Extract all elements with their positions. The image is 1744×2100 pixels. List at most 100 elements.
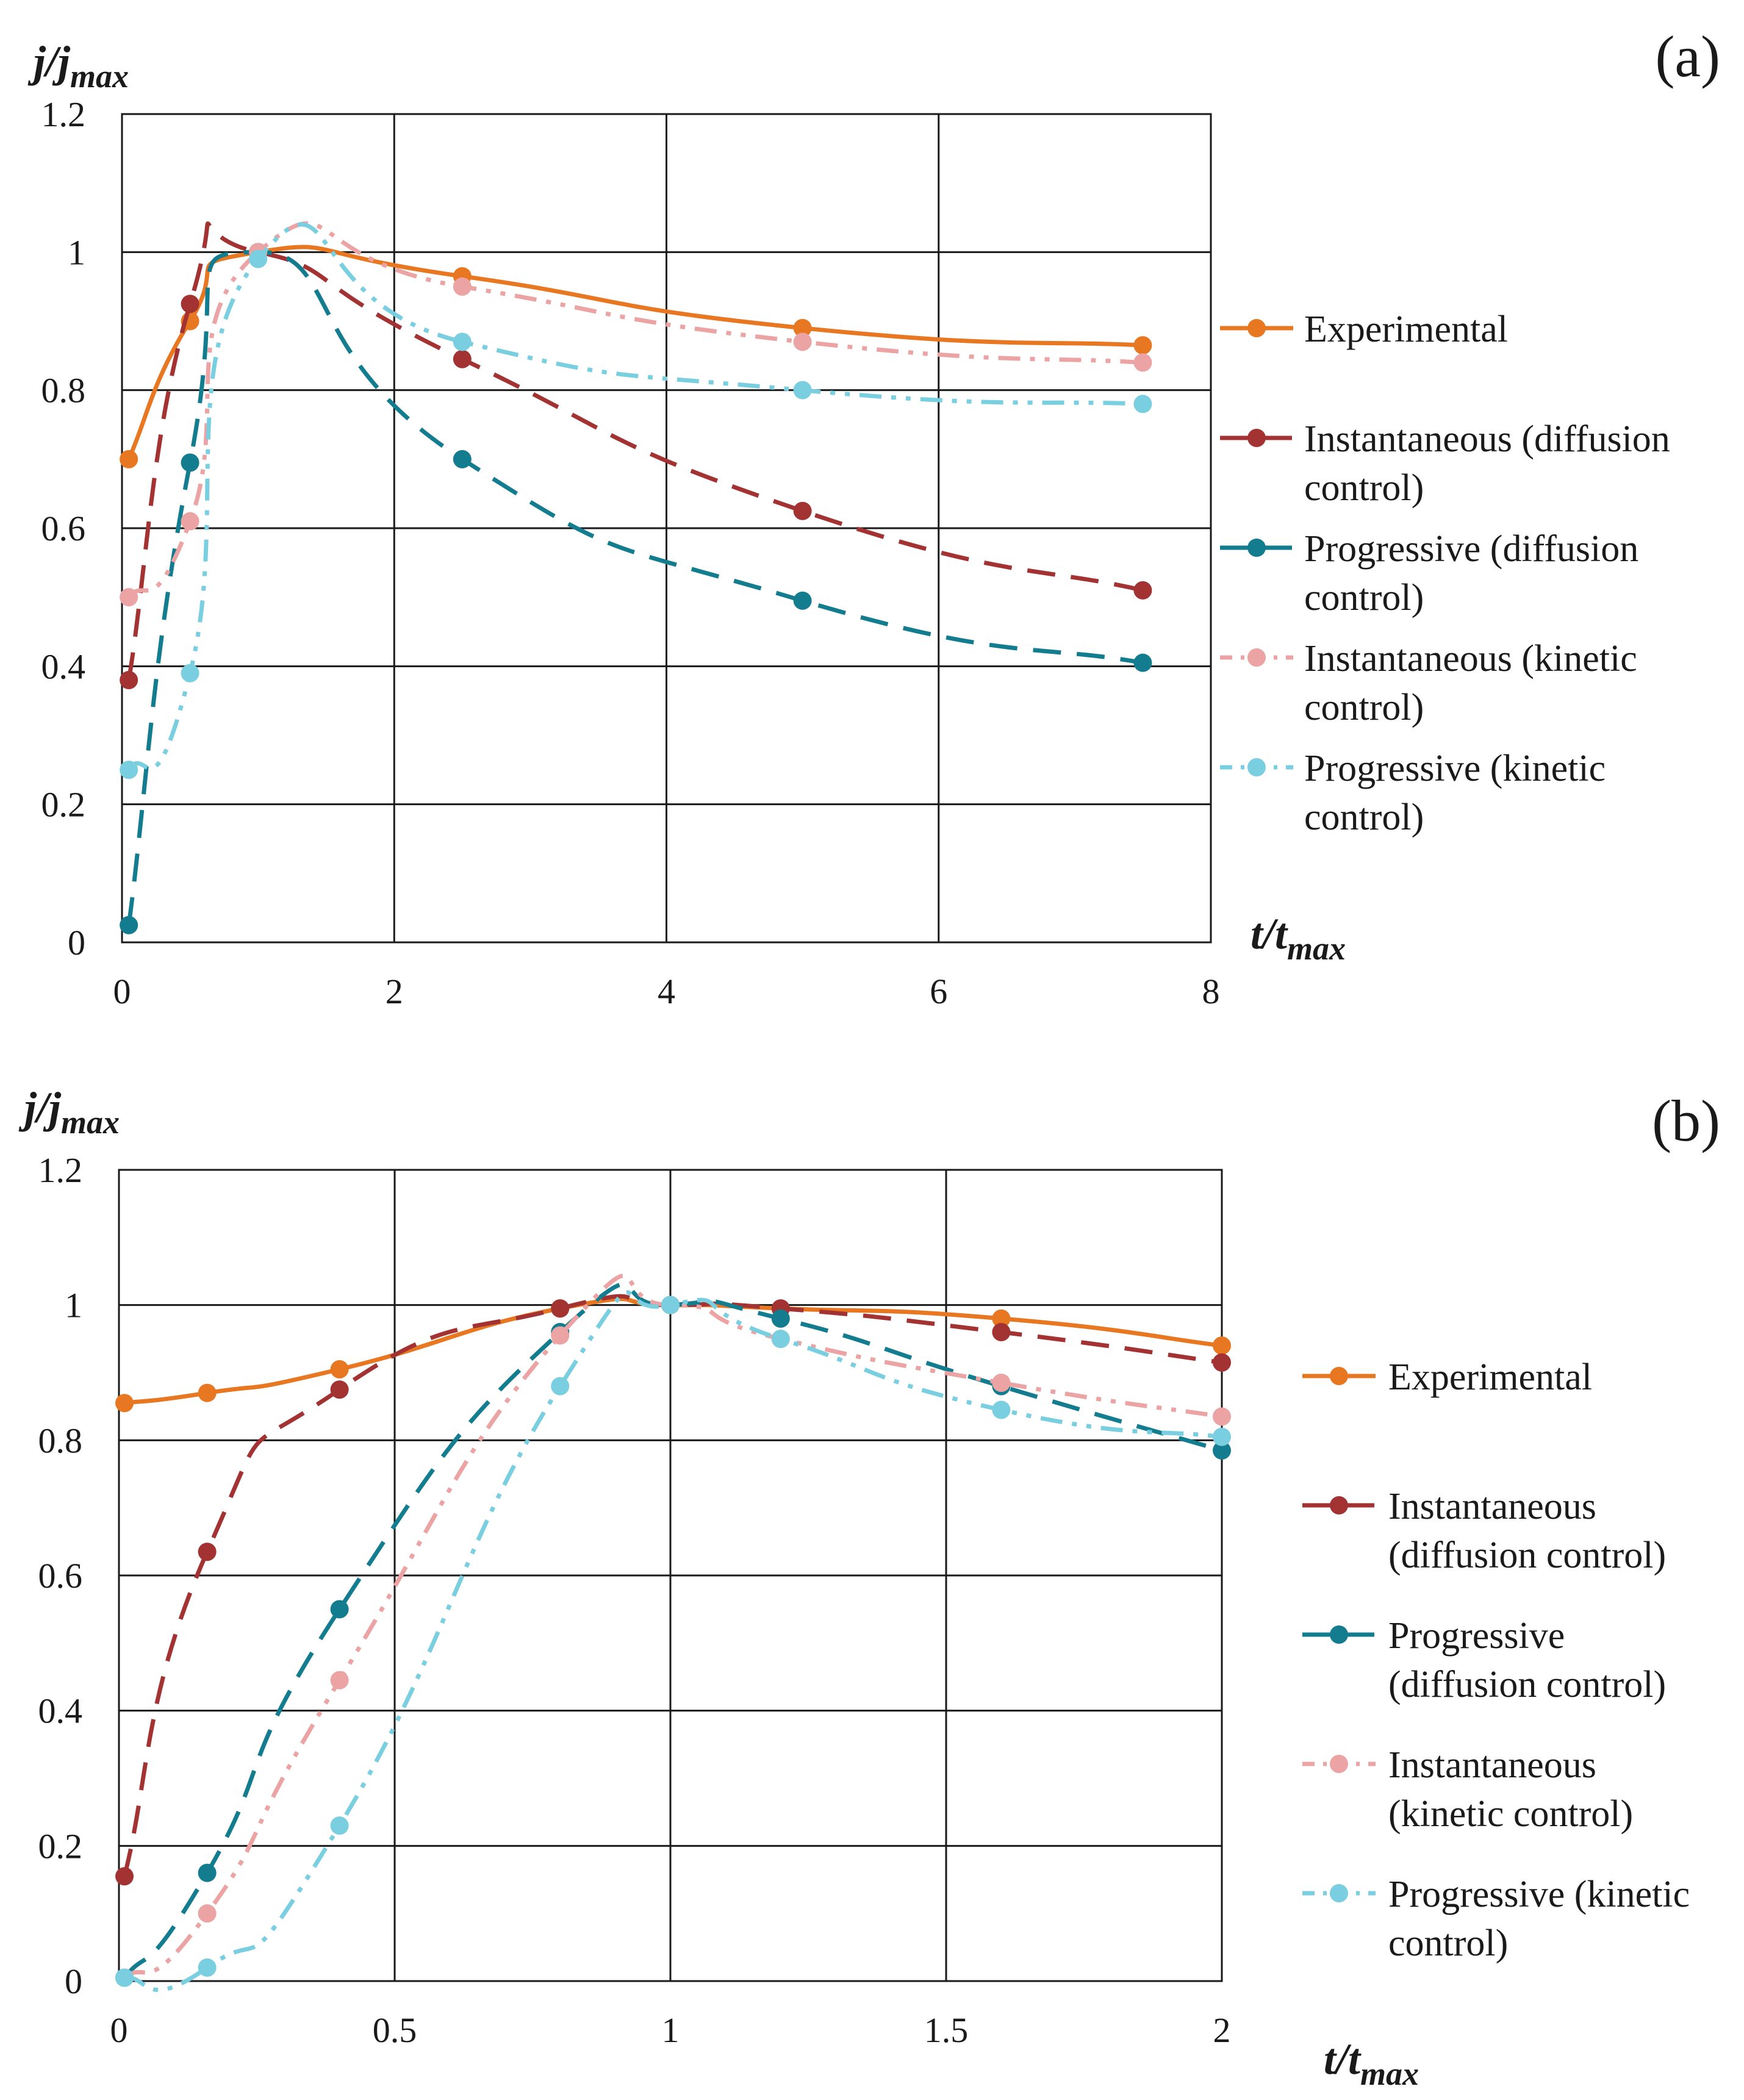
data-point [198, 1383, 217, 1402]
legend-label: Experimental [1388, 1356, 1592, 1398]
legend-label: Instantaneous [1388, 1744, 1596, 1786]
legend-swatch-marker [1247, 539, 1266, 557]
data-point [771, 1309, 790, 1328]
y-tick-label: 0 [68, 923, 85, 962]
y-tick-label: 0 [65, 1962, 82, 2001]
y-axis-title-subscript: max [70, 58, 129, 95]
y-tick-label: 0.4 [38, 1691, 83, 1731]
x-tick-label: 6 [930, 972, 947, 1011]
series-line [126, 221, 1144, 681]
y-tick-label: 1.2 [41, 95, 86, 134]
data-point [115, 1394, 134, 1413]
data-point [330, 1380, 349, 1399]
legend-label: Progressive (diffusion [1304, 528, 1638, 570]
data-point [1133, 395, 1152, 414]
data-point [1133, 581, 1152, 600]
legend-swatch-marker [1330, 1625, 1348, 1644]
series-line [126, 249, 1144, 926]
data-point [453, 349, 472, 368]
data-point [551, 1299, 570, 1318]
series-line [124, 1290, 1222, 1993]
legend-swatch-marker [1247, 758, 1266, 776]
data-point [1133, 653, 1152, 672]
data-point [771, 1330, 790, 1349]
data-point [793, 381, 812, 400]
y-tick-label: 0.2 [38, 1826, 83, 1866]
panel-label: (b) [1652, 1088, 1720, 1153]
data-point [181, 512, 199, 531]
data-point [198, 1958, 217, 1977]
legend-label: (diffusion control) [1388, 1664, 1666, 1705]
x-axis-title: t/tmax [1324, 2035, 1419, 2092]
legend-swatch-marker [1247, 648, 1266, 667]
data-point [1133, 353, 1152, 372]
data-point [992, 1400, 1011, 1419]
y-axis-title: j/jmax [18, 1083, 120, 1141]
y-tick-label: 1 [65, 1286, 82, 1325]
data-point [793, 332, 812, 351]
x-tick-label: 4 [658, 972, 675, 1011]
data-point [120, 670, 138, 689]
series-line [122, 1294, 1222, 1877]
data-point [1133, 336, 1152, 355]
data-point [1213, 1336, 1231, 1355]
data-point [992, 1323, 1011, 1341]
legend-label: control) [1304, 467, 1424, 509]
data-point [330, 1671, 349, 1690]
legend-label: (kinetic control) [1388, 1793, 1633, 1835]
legend-swatch-marker [1247, 319, 1266, 337]
data-point [198, 1904, 217, 1923]
legend-label: Instantaneous (kinetic [1304, 638, 1637, 679]
data-point [793, 501, 812, 520]
data-point [453, 277, 472, 296]
data-point [181, 453, 199, 472]
x-tick-label: 2 [386, 972, 403, 1011]
x-tick-label: 0 [110, 2010, 128, 2050]
data-point [181, 295, 199, 314]
legend-label: Experimental [1304, 309, 1508, 350]
data-point [115, 1867, 134, 1886]
data-point [1213, 1427, 1231, 1446]
panel-a: 0 2 4 6 800.20.40.60.811.2j/jmaxt/tmax(a)Exp… [27, 24, 1720, 1011]
y-axis-title-subscript: max [61, 1104, 120, 1141]
y-tick-label: 0.2 [41, 785, 86, 825]
data-point [120, 450, 138, 468]
y-tick-label: 0.8 [41, 371, 86, 410]
y-tick-label: 1.2 [38, 1150, 83, 1190]
data-point [453, 332, 472, 351]
legend-swatch-marker [1330, 1755, 1348, 1773]
x-tick-label: 0 [113, 972, 131, 1011]
series-line [123, 1274, 1222, 1980]
data-point [551, 1326, 570, 1345]
plot-frame [121, 113, 1212, 944]
x-tick-label: 1.5 [924, 2010, 969, 2050]
legend-swatch-marker [1330, 1884, 1348, 1902]
legend-label: Instantaneous (diffusion [1304, 418, 1670, 460]
data-point [793, 591, 812, 610]
data-point [330, 1600, 349, 1619]
data-point [120, 761, 138, 779]
x-tick-label: 1 [662, 2010, 680, 2050]
data-point [1213, 1407, 1231, 1426]
x-axis-title-subscript: max [1360, 2055, 1419, 2092]
y-tick-label: 1 [68, 232, 85, 272]
x-axis-title-subscript: max [1287, 930, 1346, 967]
plot-frame [118, 1169, 1223, 1982]
data-point [1213, 1441, 1231, 1460]
data-point [249, 249, 268, 268]
legend-swatch-marker [1247, 429, 1266, 447]
x-tick-label: 0.5 [373, 2010, 417, 2050]
data-point [793, 318, 812, 337]
data-point [1213, 1353, 1231, 1372]
panel-label: (a) [1655, 24, 1720, 89]
data-point [661, 1295, 680, 1314]
data-point [120, 916, 138, 934]
data-point [198, 1543, 217, 1561]
data-point [198, 1863, 217, 1882]
x-tick-label: 8 [1202, 972, 1220, 1011]
legend-label: Instantaneous [1388, 1486, 1596, 1527]
y-tick-label: 0.6 [41, 509, 86, 548]
legend-swatch-marker [1330, 1367, 1348, 1385]
legend-label: Progressive (kinetic [1304, 748, 1606, 789]
data-point [120, 588, 138, 607]
